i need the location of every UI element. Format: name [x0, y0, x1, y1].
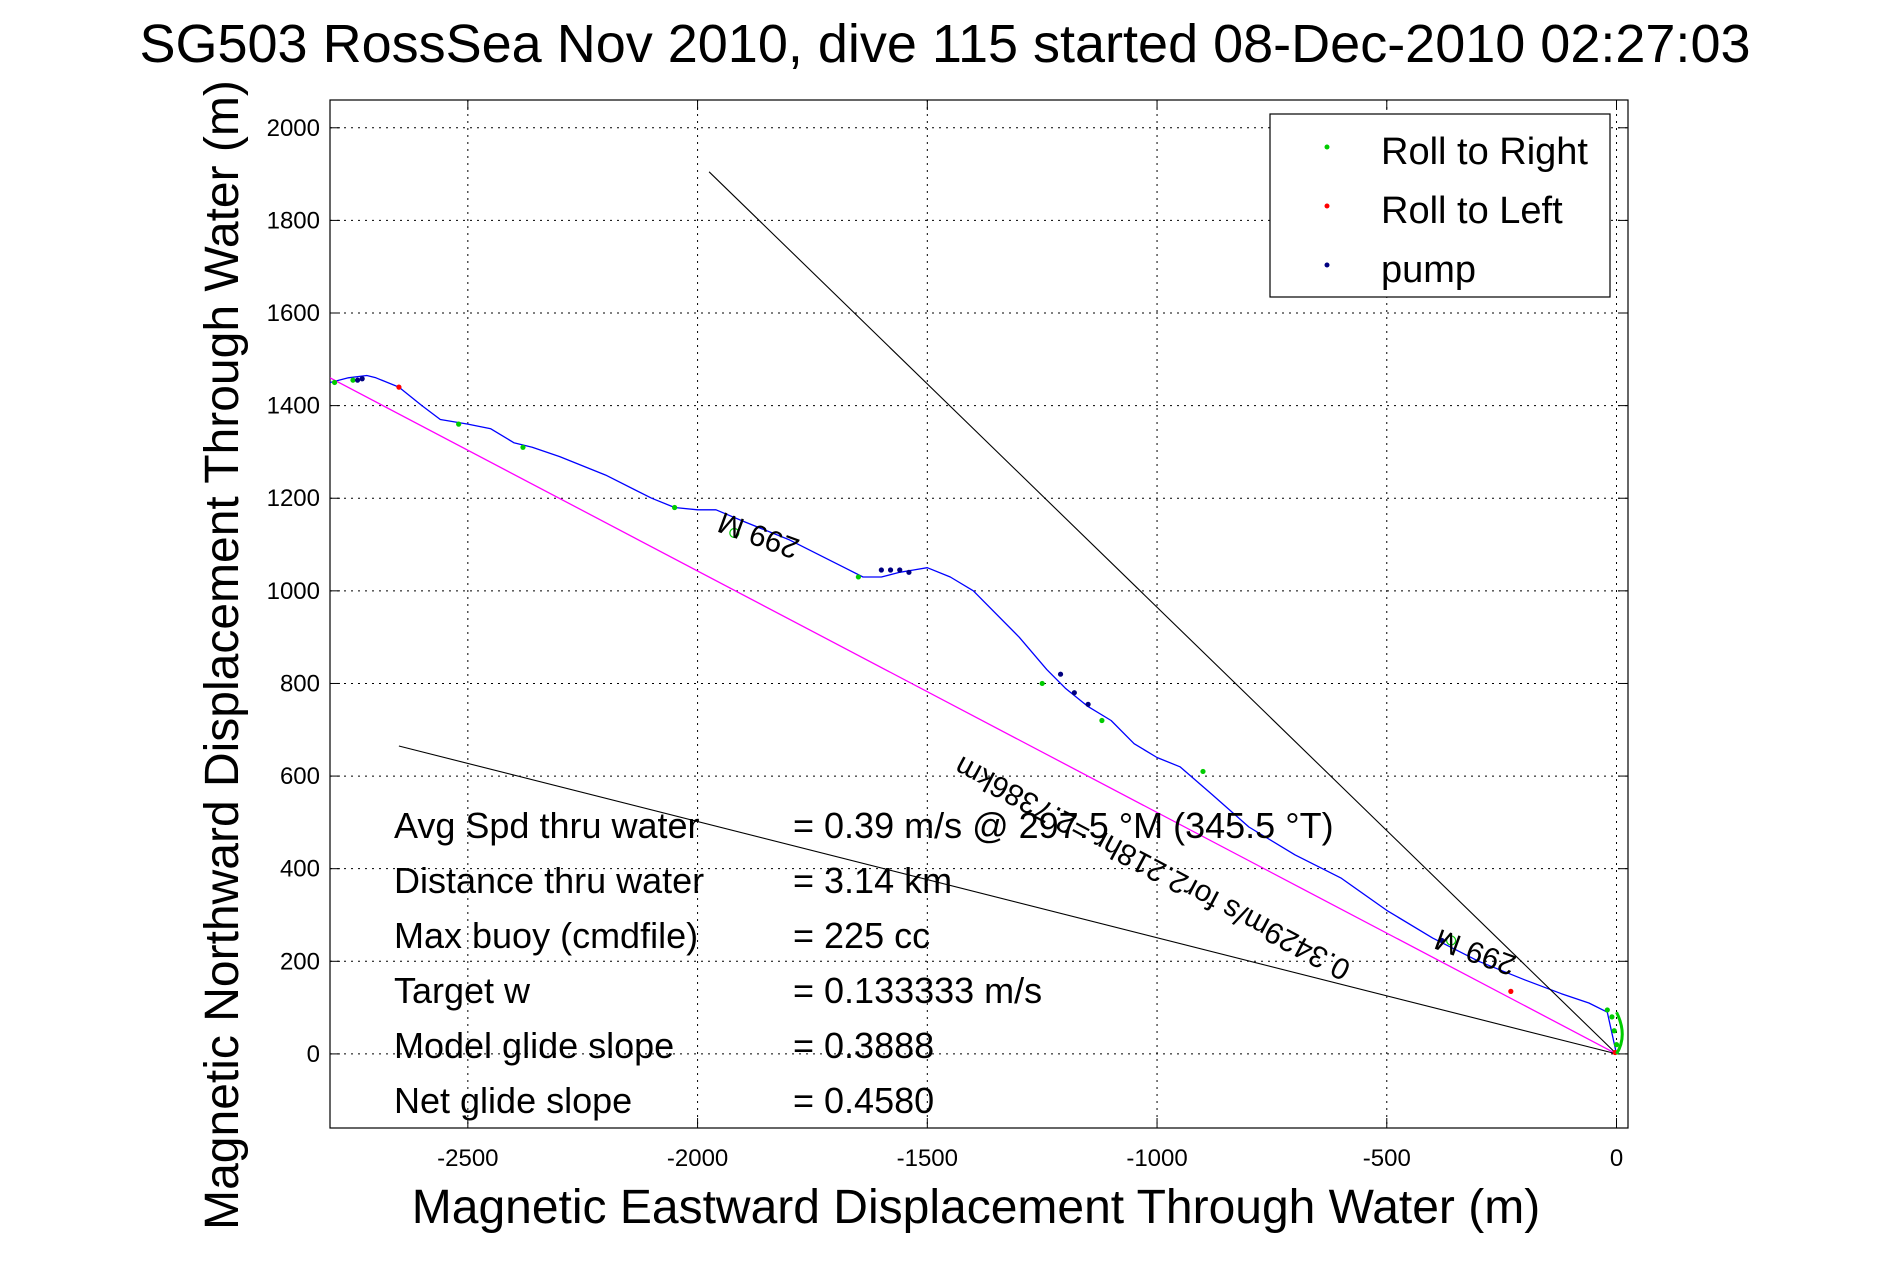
legend-label: Roll to Left [1381, 190, 1563, 232]
stat-value: = 0.39 m/s @ 297.5 °M (345.5 °T) [793, 805, 1334, 846]
chart-title: SG503 RossSea Nov 2010, dive 115 started… [139, 14, 1750, 74]
x-tick-label: -2500 [437, 1145, 498, 1172]
roll-right-marker [1613, 1042, 1620, 1048]
stat-label: Net glide slope [394, 1080, 632, 1121]
x-tick-label: -500 [1363, 1145, 1411, 1172]
legend: Roll to Right Roll to Left pump [1269, 113, 1611, 298]
stat-label: Avg Spd thru water [394, 805, 700, 846]
x-tick-label: -1500 [897, 1145, 958, 1172]
roll-right-marker [456, 421, 462, 427]
y-tick-label: 800 [280, 670, 320, 697]
envelope-line-left [398, 745, 1617, 1055]
roll-left-marker [396, 384, 402, 390]
roll-right-marker [672, 504, 678, 511]
pump-marker [1057, 671, 1064, 677]
x-axis-label: Magnetic Eastward Displacement Through W… [412, 1181, 1540, 1234]
pump-marker [897, 567, 903, 573]
stat-value: = 225 cc [793, 915, 930, 956]
roll-right-marker [1609, 1014, 1615, 1020]
x-tick-label: -2000 [667, 1145, 728, 1172]
legend-marker [1324, 144, 1330, 150]
stat-label: Max buoy (cmdfile) [394, 915, 698, 956]
y-axis-label: Magnetic Northward Displacement Through … [196, 80, 249, 1230]
stat-value: = 0.3888 [793, 1025, 934, 1066]
pump-marker [887, 567, 894, 573]
stat-label: Target w [394, 970, 531, 1011]
y-tick-label: 200 [280, 948, 320, 975]
pump-marker [1071, 690, 1077, 696]
waypoint-circle [729, 527, 740, 539]
legend-label: pump [1381, 249, 1476, 291]
stat-value: = 0.4580 [793, 1080, 934, 1121]
stat-label: Distance thru water [394, 860, 704, 901]
pump-marker [354, 377, 361, 383]
axes-box [329, 99, 1629, 1129]
roll-right-marker [1200, 768, 1206, 775]
y-tick-label: 1400 [267, 393, 320, 420]
roll-right-marker [1039, 680, 1045, 687]
x-tick-label: -1000 [1126, 1145, 1187, 1172]
roll-right-marker [855, 574, 861, 580]
legend-marker [1324, 262, 1330, 268]
legend-marker [1324, 203, 1330, 209]
envelope-line-right [708, 171, 1617, 1055]
waypoint-circle [1446, 935, 1457, 946]
data-layer [330, 171, 1624, 1056]
stat-value: = 3.14 km [793, 860, 952, 901]
roll-right-arc [1615, 1011, 1624, 1055]
x-tick-label: 0 [1610, 1145, 1623, 1172]
roll-left-marker [1508, 988, 1514, 994]
plot-area: -2500 -2000 -1500 -1000 -500 0 0 200 400 600 800 10… [267, 99, 1629, 1172]
roll-right-marker [1604, 1007, 1610, 1013]
y-tick-label: 400 [280, 856, 320, 883]
net-displacement-line [330, 377, 1617, 1055]
stat-value: = 0.133333 m/s [793, 970, 1042, 1011]
y-tick-label: 600 [280, 763, 320, 790]
y-tick-label: 1800 [267, 207, 320, 234]
stat-label: Model glide slope [394, 1025, 674, 1066]
y-tick-label: 1000 [267, 578, 320, 605]
track-line [330, 374, 1618, 1055]
pump-marker [906, 569, 912, 575]
y-tick-label: 1200 [267, 485, 320, 512]
roll-right-marker [350, 377, 356, 383]
pump-marker [878, 567, 884, 573]
y-tick-label: 0 [307, 1041, 320, 1068]
y-tick-label: 2000 [267, 115, 320, 142]
y-tick-label: 1600 [267, 300, 320, 327]
roll-right-marker [1099, 717, 1105, 724]
roll-right-marker [331, 379, 338, 386]
roll-right-marker [520, 444, 526, 450]
roll-right-marker [1611, 1028, 1617, 1034]
pump-marker [359, 376, 365, 382]
pump-marker [1439, 937, 1445, 944]
pump-marker [1085, 701, 1091, 707]
legend-label: Roll to Right [1381, 131, 1588, 173]
